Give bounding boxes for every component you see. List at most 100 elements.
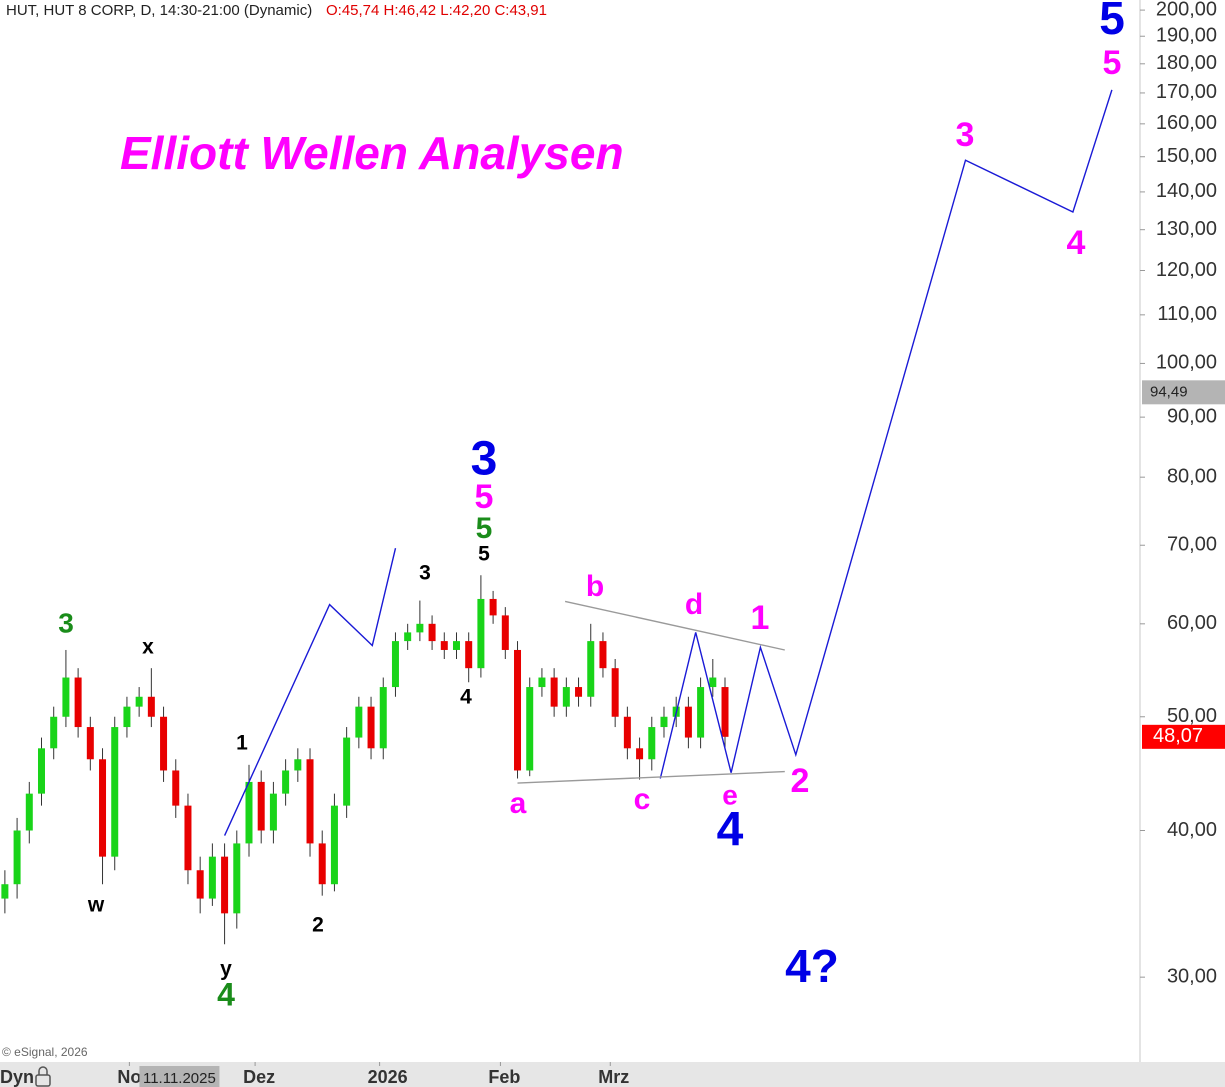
candle-body — [636, 748, 644, 760]
candle — [428, 615, 436, 650]
candle-body — [648, 727, 656, 760]
candle-body — [13, 830, 21, 885]
lock-icon[interactable] — [35, 1066, 51, 1087]
wave-label: 1 — [236, 732, 248, 755]
candle-body — [282, 770, 290, 794]
header-ohlc: O:45,74 H:46,42 L:42,20 C:43,91 — [326, 2, 547, 19]
candle-body — [416, 623, 424, 633]
y-tick-label: 90,00 — [1167, 405, 1217, 427]
candle — [13, 817, 21, 899]
candle — [501, 607, 509, 659]
wave-line — [223, 89, 1113, 836]
candle-body — [587, 641, 595, 697]
candle-body — [306, 759, 314, 844]
candle — [440, 632, 448, 659]
candle-body — [550, 677, 558, 707]
candle-body — [269, 793, 277, 831]
candle-body — [428, 623, 436, 642]
candle-body — [74, 677, 82, 728]
candle-body — [86, 727, 94, 760]
footer-label: Dyn — [0, 1067, 34, 1087]
y-tick-label: 30,00 — [1167, 965, 1217, 987]
wave-label: 3 — [419, 562, 431, 585]
lock-shackle — [38, 1066, 48, 1075]
price-marker-label: 94,49 — [1150, 383, 1188, 400]
y-tick-label: 200,00 — [1156, 0, 1217, 20]
candle — [709, 658, 717, 697]
wave-label: 4 — [717, 804, 744, 857]
lock-body — [35, 1074, 51, 1087]
candle — [74, 668, 82, 738]
wave-label: 5 — [1099, 0, 1125, 44]
candle — [208, 843, 216, 906]
y-tick-label: 50,00 — [1167, 705, 1217, 727]
candle — [379, 677, 387, 760]
candle — [623, 706, 631, 760]
candle-body — [526, 687, 534, 771]
candle — [245, 764, 253, 857]
candle — [172, 759, 180, 818]
candle-body — [184, 805, 192, 871]
candle-body — [221, 856, 229, 914]
candle — [123, 696, 131, 738]
wave-label: 2 — [791, 762, 810, 800]
candle-body — [367, 706, 375, 749]
candle — [636, 737, 644, 780]
candle-body — [245, 781, 253, 844]
x-tick-label: Feb — [488, 1067, 520, 1087]
wave-label: c — [634, 783, 651, 816]
wave-label: 4 — [217, 976, 235, 1012]
wave-label: 3 — [956, 116, 975, 154]
candle — [684, 696, 692, 749]
header: HUT, HUT 8 CORP, D, 14:30-21:00 (Dynamic… — [6, 2, 312, 19]
candle — [538, 668, 546, 697]
candle-body — [160, 716, 168, 771]
candle-body — [257, 781, 265, 831]
wave-label: 4 — [1067, 224, 1086, 262]
candle — [477, 575, 485, 678]
candle — [575, 677, 583, 707]
candle-body — [233, 843, 241, 914]
candle-body — [25, 793, 33, 831]
x-tick-label: 2026 — [368, 1067, 408, 1087]
wave-label: d — [685, 588, 703, 621]
y-tick-label: 110,00 — [1157, 303, 1217, 325]
candle — [318, 830, 326, 896]
candle — [330, 793, 338, 892]
candle-body — [343, 737, 351, 806]
candle-body — [538, 677, 546, 688]
candle — [452, 632, 460, 659]
wave-label: 1 — [751, 599, 770, 637]
y-tick-label: 60,00 — [1167, 612, 1217, 634]
y-tick-label: 160,00 — [1156, 112, 1217, 134]
candle-body — [465, 641, 473, 669]
price-marker — [1142, 380, 1225, 405]
chart-title: Elliott Wellen Analysen — [120, 127, 624, 179]
y-tick-label: 120,00 — [1156, 259, 1217, 281]
candle — [721, 677, 729, 749]
candle — [269, 781, 277, 844]
candle-body — [575, 687, 583, 697]
candle-body — [37, 748, 45, 794]
candle-body — [489, 598, 497, 616]
candle-body — [391, 641, 399, 688]
wave-label: 5 — [475, 478, 494, 516]
candle — [526, 677, 534, 777]
candle-body — [208, 856, 216, 899]
candle-body — [123, 706, 131, 728]
wave-label: e — [722, 779, 738, 810]
candle-body — [99, 759, 107, 857]
y-tick-label: 80,00 — [1167, 465, 1217, 487]
candle-body — [355, 706, 363, 738]
y-tick-label: 150,00 — [1156, 145, 1217, 167]
candle — [306, 748, 314, 857]
wave-label: b — [586, 570, 604, 603]
price-marker — [1142, 724, 1225, 749]
candle — [367, 696, 375, 760]
candle — [294, 748, 302, 782]
candle-body — [172, 770, 180, 806]
candle-body — [599, 641, 607, 669]
wave-label: 4 — [460, 686, 472, 709]
